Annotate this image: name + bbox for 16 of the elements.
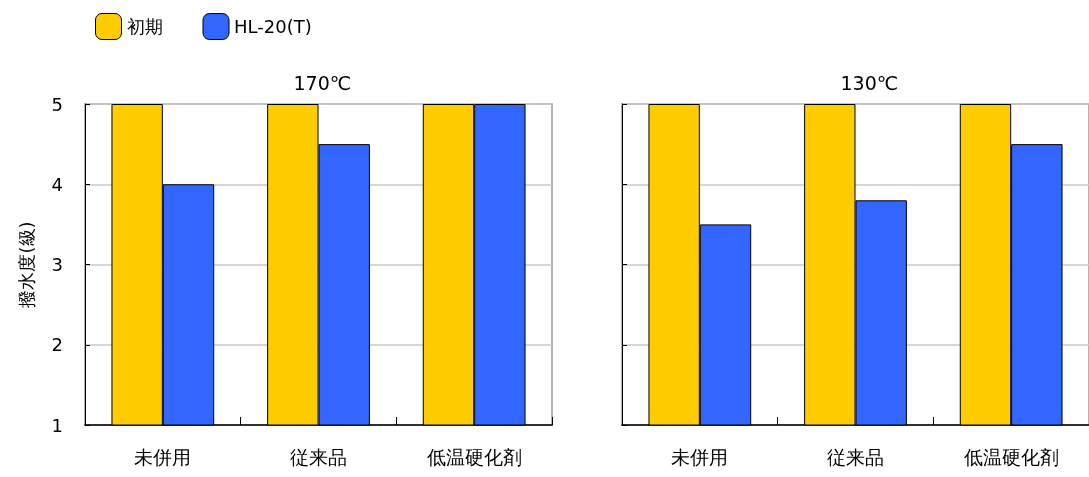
y-tick-label: 3 xyxy=(51,254,63,275)
y-tick-label: 4 xyxy=(51,173,63,195)
legend-label: 初期 xyxy=(126,16,163,37)
x-tick-label: 未併用 xyxy=(134,445,192,468)
x-tick-label: 従来品 xyxy=(290,445,347,468)
chart-title: 130℃ xyxy=(840,71,899,94)
y-tick-label: 2 xyxy=(51,334,63,356)
x-tick-label: 未併用 xyxy=(671,445,729,468)
y-tick-label: 1 xyxy=(51,414,63,436)
x-tick-label: 低温硬化剤 xyxy=(963,445,1059,468)
y-tick-label: 5 xyxy=(51,93,63,115)
y-axis-title: 撥水度(級) xyxy=(15,221,37,308)
chart-title: 170℃ xyxy=(293,71,352,94)
x-tick-label: 低温硬化剤 xyxy=(426,445,522,468)
legend-label: HL-20(T) xyxy=(234,16,312,37)
x-tick-label: 従来品 xyxy=(827,445,884,468)
